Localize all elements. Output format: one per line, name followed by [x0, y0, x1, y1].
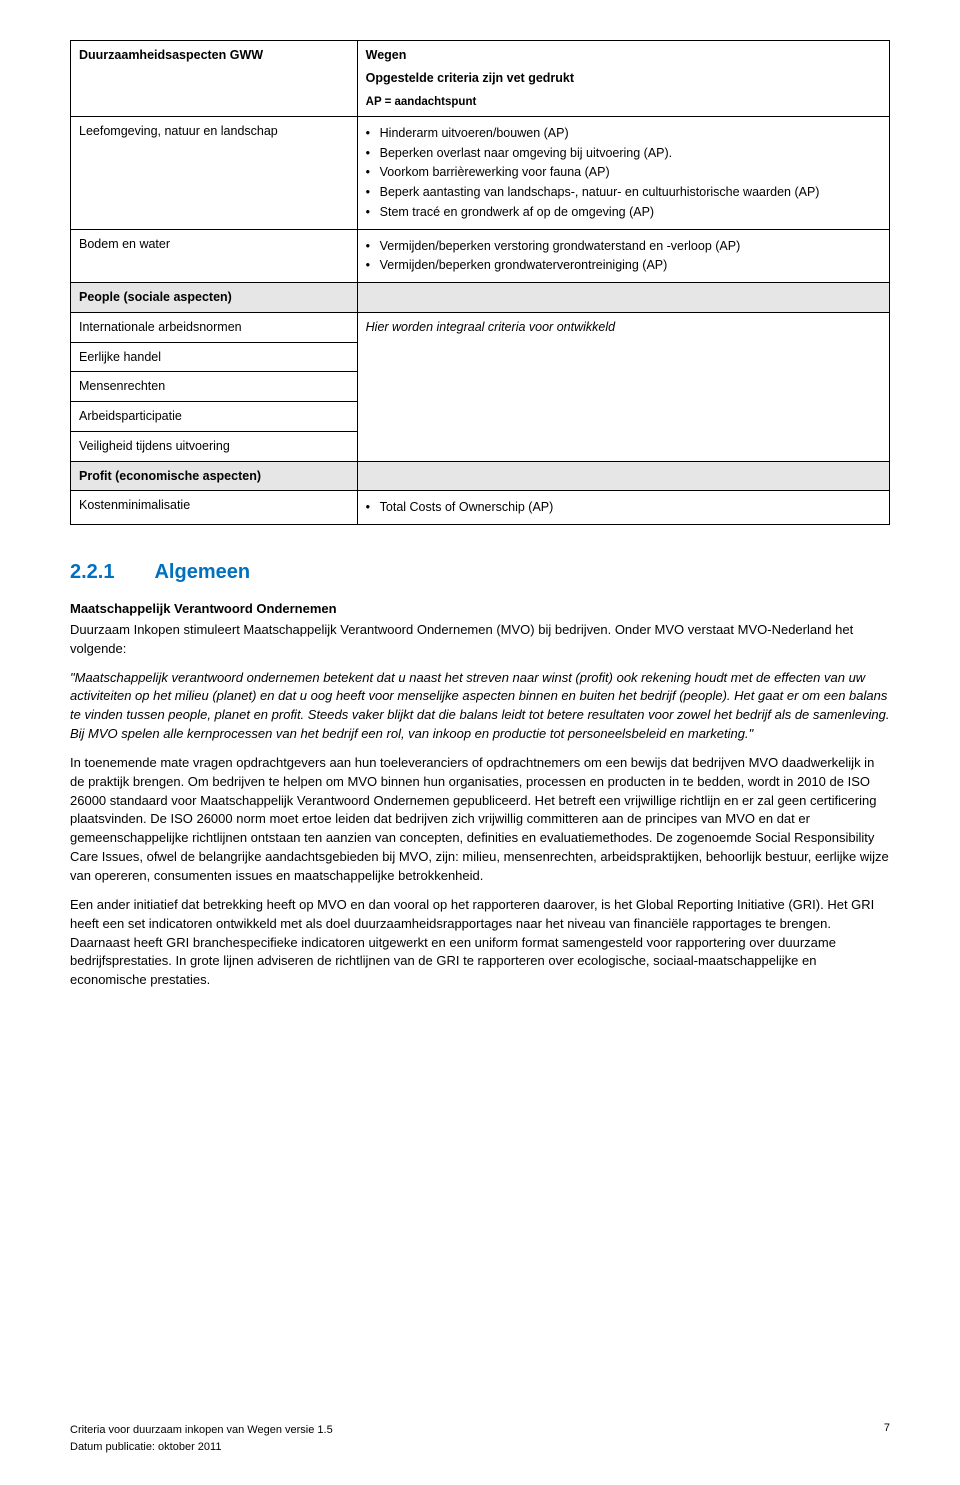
footer-left: Criteria voor duurzaam inkopen van Wegen…: [70, 1422, 333, 1457]
bullet: Voorkom barrièrewerking voor fauna (AP): [366, 163, 881, 182]
section-title: Algemeen: [154, 561, 250, 584]
row-veiligheid-left: Veiligheid tijdens uitvoering: [71, 431, 358, 461]
row-mensenrechten-left: Mensenrechten: [71, 372, 358, 402]
header-right-title: Wegen: [366, 46, 881, 65]
bullets-leefomgeving: Hinderarm uitvoeren/bouwen (AP) Beperken…: [366, 124, 881, 222]
header-right-subtitle: Opgestelde criteria zijn vet gedrukt: [366, 69, 881, 88]
people-head-left: People (sociale aspecten): [71, 283, 358, 313]
row-leefomgeving: Leefomgeving, natuur en landschap Hinder…: [71, 116, 890, 229]
row-eerlijke-left: Eerlijke handel: [71, 342, 358, 372]
row-leefomgeving-left: Leefomgeving, natuur en landschap: [71, 116, 358, 229]
row-kosten-left: Kostenminimalisatie: [71, 491, 358, 525]
bullet: Hinderarm uitvoeren/bouwen (AP): [366, 124, 881, 143]
row-intl: Internationale arbeidsnormen Hier worden…: [71, 312, 890, 342]
bullet: Vermijden/beperken verstoring grondwater…: [366, 237, 881, 256]
footer-line-1: Criteria voor duurzaam inkopen van Wegen…: [70, 1422, 333, 1440]
sub-bold: vet: [507, 71, 525, 85]
page-footer: Criteria voor duurzaam inkopen van Wegen…: [70, 1422, 890, 1457]
criteria-table: Duurzaamheidsaspecten GWW Wegen Opgestel…: [70, 40, 890, 525]
body-text: Maatschappelijk Verantwoord Ondernemen D…: [70, 600, 890, 990]
paragraph-gri: Een ander initiatief dat betrekking heef…: [70, 896, 890, 990]
ap-note: AP = aandachtspunt: [366, 94, 881, 111]
people-head-right: [357, 283, 889, 313]
paragraph-intro: Duurzaam Inkopen stimuleert Maatschappel…: [70, 621, 890, 659]
header-left: Duurzaamheidsaspecten GWW: [71, 41, 358, 117]
paragraph-iso: In toenemende mate vragen opdrachtgevers…: [70, 754, 890, 886]
bullet: Stem tracé en grondwerk af op de omgevin…: [366, 203, 881, 222]
row-intl-left: Internationale arbeidsnormen: [71, 312, 358, 342]
sub-pre: Opgestelde criteria zijn: [366, 71, 507, 85]
profit-head-right: [357, 461, 889, 491]
paragraph-quote: "Maatschappelijk verantwoord ondernemen …: [70, 669, 890, 744]
bullets-bodem: Vermijden/beperken verstoring grondwater…: [366, 237, 881, 276]
section-heading: 2.2.1 Algemeen: [70, 561, 890, 584]
bullet: Beperken overlast naar omgeving bij uitv…: [366, 144, 881, 163]
row-arbeid-left: Arbeidsparticipatie: [71, 402, 358, 432]
bullet: Total Costs of Ownerschip (AP): [366, 498, 881, 517]
row-bodem-left: Bodem en water: [71, 229, 358, 283]
profit-head-left: Profit (economische aspecten): [71, 461, 358, 491]
bullets-kosten: Total Costs of Ownerschip (AP): [366, 498, 881, 517]
section-number: 2.2.1: [70, 561, 114, 584]
header-right: Wegen Opgestelde criteria zijn vet gedru…: [357, 41, 889, 117]
row-bodem: Bodem en water Vermijden/beperken versto…: [71, 229, 890, 283]
row-kosten: Kostenminimalisatie Total Costs of Owner…: [71, 491, 890, 525]
bullet: Beperk aantasting van landschaps-, natuu…: [366, 183, 881, 202]
sub-post: gedrukt: [525, 71, 574, 85]
row-bodem-right: Vermijden/beperken verstoring grondwater…: [357, 229, 889, 283]
table-header-row: Duurzaamheidsaspecten GWW Wegen Opgestel…: [71, 41, 890, 117]
profit-head-row: Profit (economische aspecten): [71, 461, 890, 491]
mvo-subhead: Maatschappelijk Verantwoord Ondernemen: [70, 600, 890, 619]
row-leefomgeving-right: Hinderarm uitvoeren/bouwen (AP) Beperken…: [357, 116, 889, 229]
footer-line-2: Datum publicatie: oktober 2011: [70, 1439, 333, 1457]
row-kosten-right: Total Costs of Ownerschip (AP): [357, 491, 889, 525]
people-head-row: People (sociale aspecten): [71, 283, 890, 313]
row-intl-right: Hier worden integraal criteria voor ontw…: [357, 312, 889, 461]
page: Duurzaamheidsaspecten GWW Wegen Opgestel…: [0, 0, 960, 1485]
footer-page-number: 7: [884, 1422, 890, 1457]
bullet: Vermijden/beperken grondwaterverontreini…: [366, 256, 881, 275]
